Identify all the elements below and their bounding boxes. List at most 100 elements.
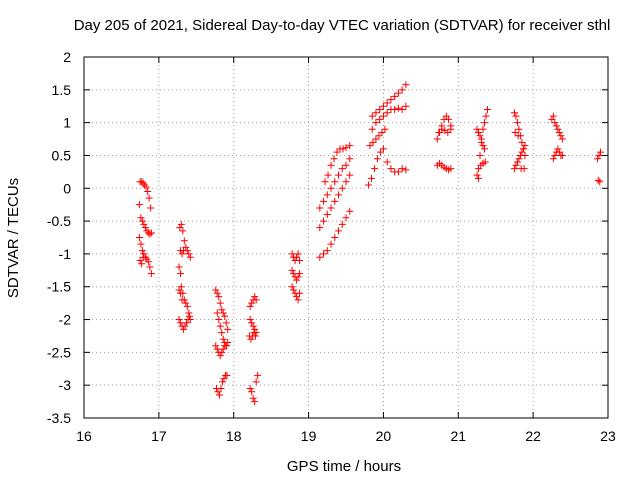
data-point (331, 178, 339, 186)
data-point (513, 119, 521, 127)
data-point (316, 224, 324, 232)
data-point (252, 378, 260, 386)
data-point (379, 112, 387, 120)
data-point (346, 207, 354, 215)
data-point (473, 125, 481, 133)
data-point (398, 165, 406, 173)
data-point (180, 247, 188, 255)
data-point (138, 178, 146, 186)
data-point (323, 247, 331, 255)
x-tick-label: 21 (450, 428, 466, 444)
plot-frame (83, 56, 609, 419)
data-point (548, 115, 556, 123)
data-point (514, 132, 522, 140)
data-point (175, 316, 183, 324)
data-point (219, 335, 227, 343)
y-axis-title: SDTVAR / TECUs (5, 178, 22, 298)
data-point (221, 312, 229, 320)
data-point (327, 161, 335, 169)
data-point (447, 125, 455, 133)
data-point (181, 322, 189, 330)
data-point (554, 145, 562, 153)
data-point (219, 309, 227, 317)
data-point (330, 155, 338, 163)
data-point (379, 102, 387, 110)
data-point (248, 388, 256, 396)
data-point (372, 119, 380, 127)
data-point (373, 155, 381, 163)
data-point (296, 270, 304, 278)
data-point (136, 256, 144, 264)
y-tick-label: 2 (63, 49, 71, 65)
data-point (366, 142, 374, 150)
data-point (338, 165, 346, 173)
data-point (248, 299, 256, 307)
y-tick-label: 0.5 (52, 147, 72, 163)
data-point (383, 158, 391, 166)
data-point (177, 289, 185, 297)
data-point (483, 106, 491, 114)
data-point (176, 224, 184, 232)
data-point (183, 302, 191, 310)
data-point (177, 220, 185, 228)
data-point (221, 339, 229, 347)
data-point (138, 217, 146, 225)
data-point (294, 273, 302, 281)
data-point (182, 299, 190, 307)
data-point (249, 394, 257, 402)
data-point (480, 119, 488, 127)
data-point (251, 398, 259, 406)
data-point (378, 128, 386, 136)
y-tick-label: -3 (59, 377, 72, 393)
data-point (147, 270, 155, 278)
data-point (394, 168, 402, 176)
data-point (219, 345, 227, 353)
data-point (327, 204, 335, 212)
y-tick-label: 1 (63, 115, 71, 131)
y-tick-label: -0.5 (47, 213, 71, 229)
data-point (474, 174, 482, 182)
y-tick-label: -3.5 (47, 410, 71, 426)
x-tick-label: 17 (151, 428, 167, 444)
data-point (520, 165, 528, 173)
data-point (387, 165, 395, 173)
data-point (342, 161, 350, 169)
data-point (481, 158, 489, 166)
data-point (175, 263, 183, 271)
data-point (246, 302, 254, 310)
data-point (213, 289, 221, 297)
data-point (246, 316, 254, 324)
data-point (376, 115, 384, 123)
data-point (222, 319, 230, 327)
data-point (140, 220, 148, 228)
data-point (346, 171, 354, 179)
data-point (594, 176, 602, 184)
data-point (372, 135, 380, 143)
data-point (212, 286, 220, 294)
data-point (251, 293, 259, 301)
data-point (518, 138, 526, 146)
data-point (364, 181, 372, 189)
data-point (177, 319, 185, 327)
data-point (185, 309, 193, 317)
data-point (320, 197, 328, 205)
data-point (510, 109, 518, 117)
data-point (251, 332, 259, 340)
data-point (558, 135, 566, 143)
data-point (316, 204, 324, 212)
data-point (327, 240, 335, 248)
data-point (331, 234, 339, 241)
data-point (212, 342, 220, 350)
data-point (370, 165, 378, 173)
data-point (338, 184, 346, 192)
data-point (512, 161, 520, 169)
data-point (222, 342, 230, 350)
data-point (394, 104, 402, 112)
data-point (342, 214, 350, 222)
data-point (333, 148, 341, 156)
data-point (321, 178, 329, 186)
data-point (473, 171, 481, 179)
data-point (323, 191, 331, 199)
data-point (521, 142, 529, 150)
